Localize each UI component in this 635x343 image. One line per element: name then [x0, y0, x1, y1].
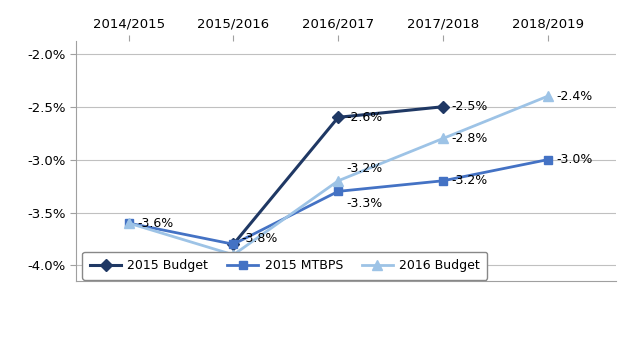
Text: -2.5%: -2.5%	[451, 100, 488, 113]
2016 Budget	[544, 94, 552, 98]
Text: -2.4%: -2.4%	[556, 90, 592, 103]
Text: -2.8%: -2.8%	[451, 132, 488, 145]
Text: -3.8%: -3.8%	[242, 252, 278, 265]
Text: -3.2%: -3.2%	[347, 162, 383, 175]
2015 MTBPS	[125, 221, 133, 225]
2015 MTBPS	[544, 157, 552, 162]
2015 Budget	[335, 115, 342, 119]
Legend: 2015 Budget, 2015 MTBPS, 2016 Budget: 2015 Budget, 2015 MTBPS, 2016 Budget	[83, 252, 488, 280]
2016 Budget	[335, 179, 342, 183]
Text: -3.8%: -3.8%	[242, 232, 278, 245]
2016 Budget	[125, 221, 133, 225]
Text: -3.2%: -3.2%	[451, 174, 488, 187]
2015 MTBPS	[230, 242, 237, 246]
2015 Budget	[439, 105, 447, 109]
2015 MTBPS	[439, 179, 447, 183]
2015 Budget	[230, 242, 237, 246]
Text: -3.9%: -3.9%	[242, 263, 278, 276]
Line: 2015 MTBPS: 2015 MTBPS	[124, 155, 552, 248]
Text: -3.3%: -3.3%	[347, 197, 383, 210]
Text: -3.0%: -3.0%	[556, 153, 592, 166]
Text: -3.6%: -3.6%	[137, 216, 173, 229]
Line: 2016 Budget: 2016 Budget	[124, 91, 552, 260]
Line: 2015 Budget: 2015 Budget	[229, 103, 447, 248]
Text: -2.6%: -2.6%	[347, 111, 383, 124]
2016 Budget	[439, 137, 447, 141]
2015 MTBPS	[335, 189, 342, 193]
2016 Budget	[230, 253, 237, 257]
